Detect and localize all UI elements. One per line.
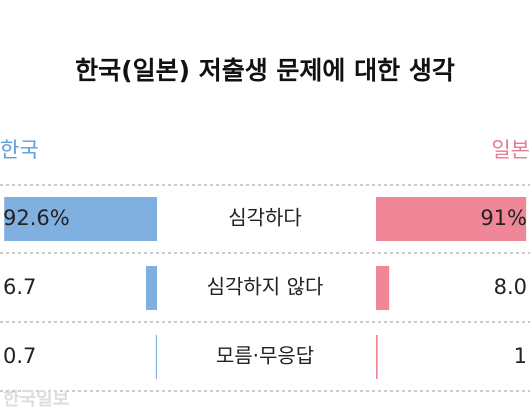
value-label: 6.7 [3, 275, 36, 299]
bar [376, 266, 390, 310]
value-label: 1 [514, 344, 527, 368]
bar [145, 266, 157, 310]
legend-label: 일본 [491, 138, 530, 162]
bar [376, 197, 527, 241]
bar [155, 335, 157, 379]
watermark: 한국일보 [3, 389, 69, 410]
category-label: 심각하지 않다 [207, 275, 324, 299]
category-label: 모름·무응답 [216, 344, 314, 368]
value-label: 91% [480, 206, 527, 230]
bar [376, 335, 378, 379]
value-label: 8.0 [494, 275, 527, 299]
legend-label: 한국 [0, 138, 39, 162]
value-label: 92.6% [3, 206, 70, 230]
category-label: 심각하다 [228, 206, 302, 230]
bar [4, 197, 157, 241]
value-label: 0.7 [3, 344, 36, 368]
chart-title: 한국(일본) 저출생 문제에 대한 생각 [75, 56, 455, 85]
